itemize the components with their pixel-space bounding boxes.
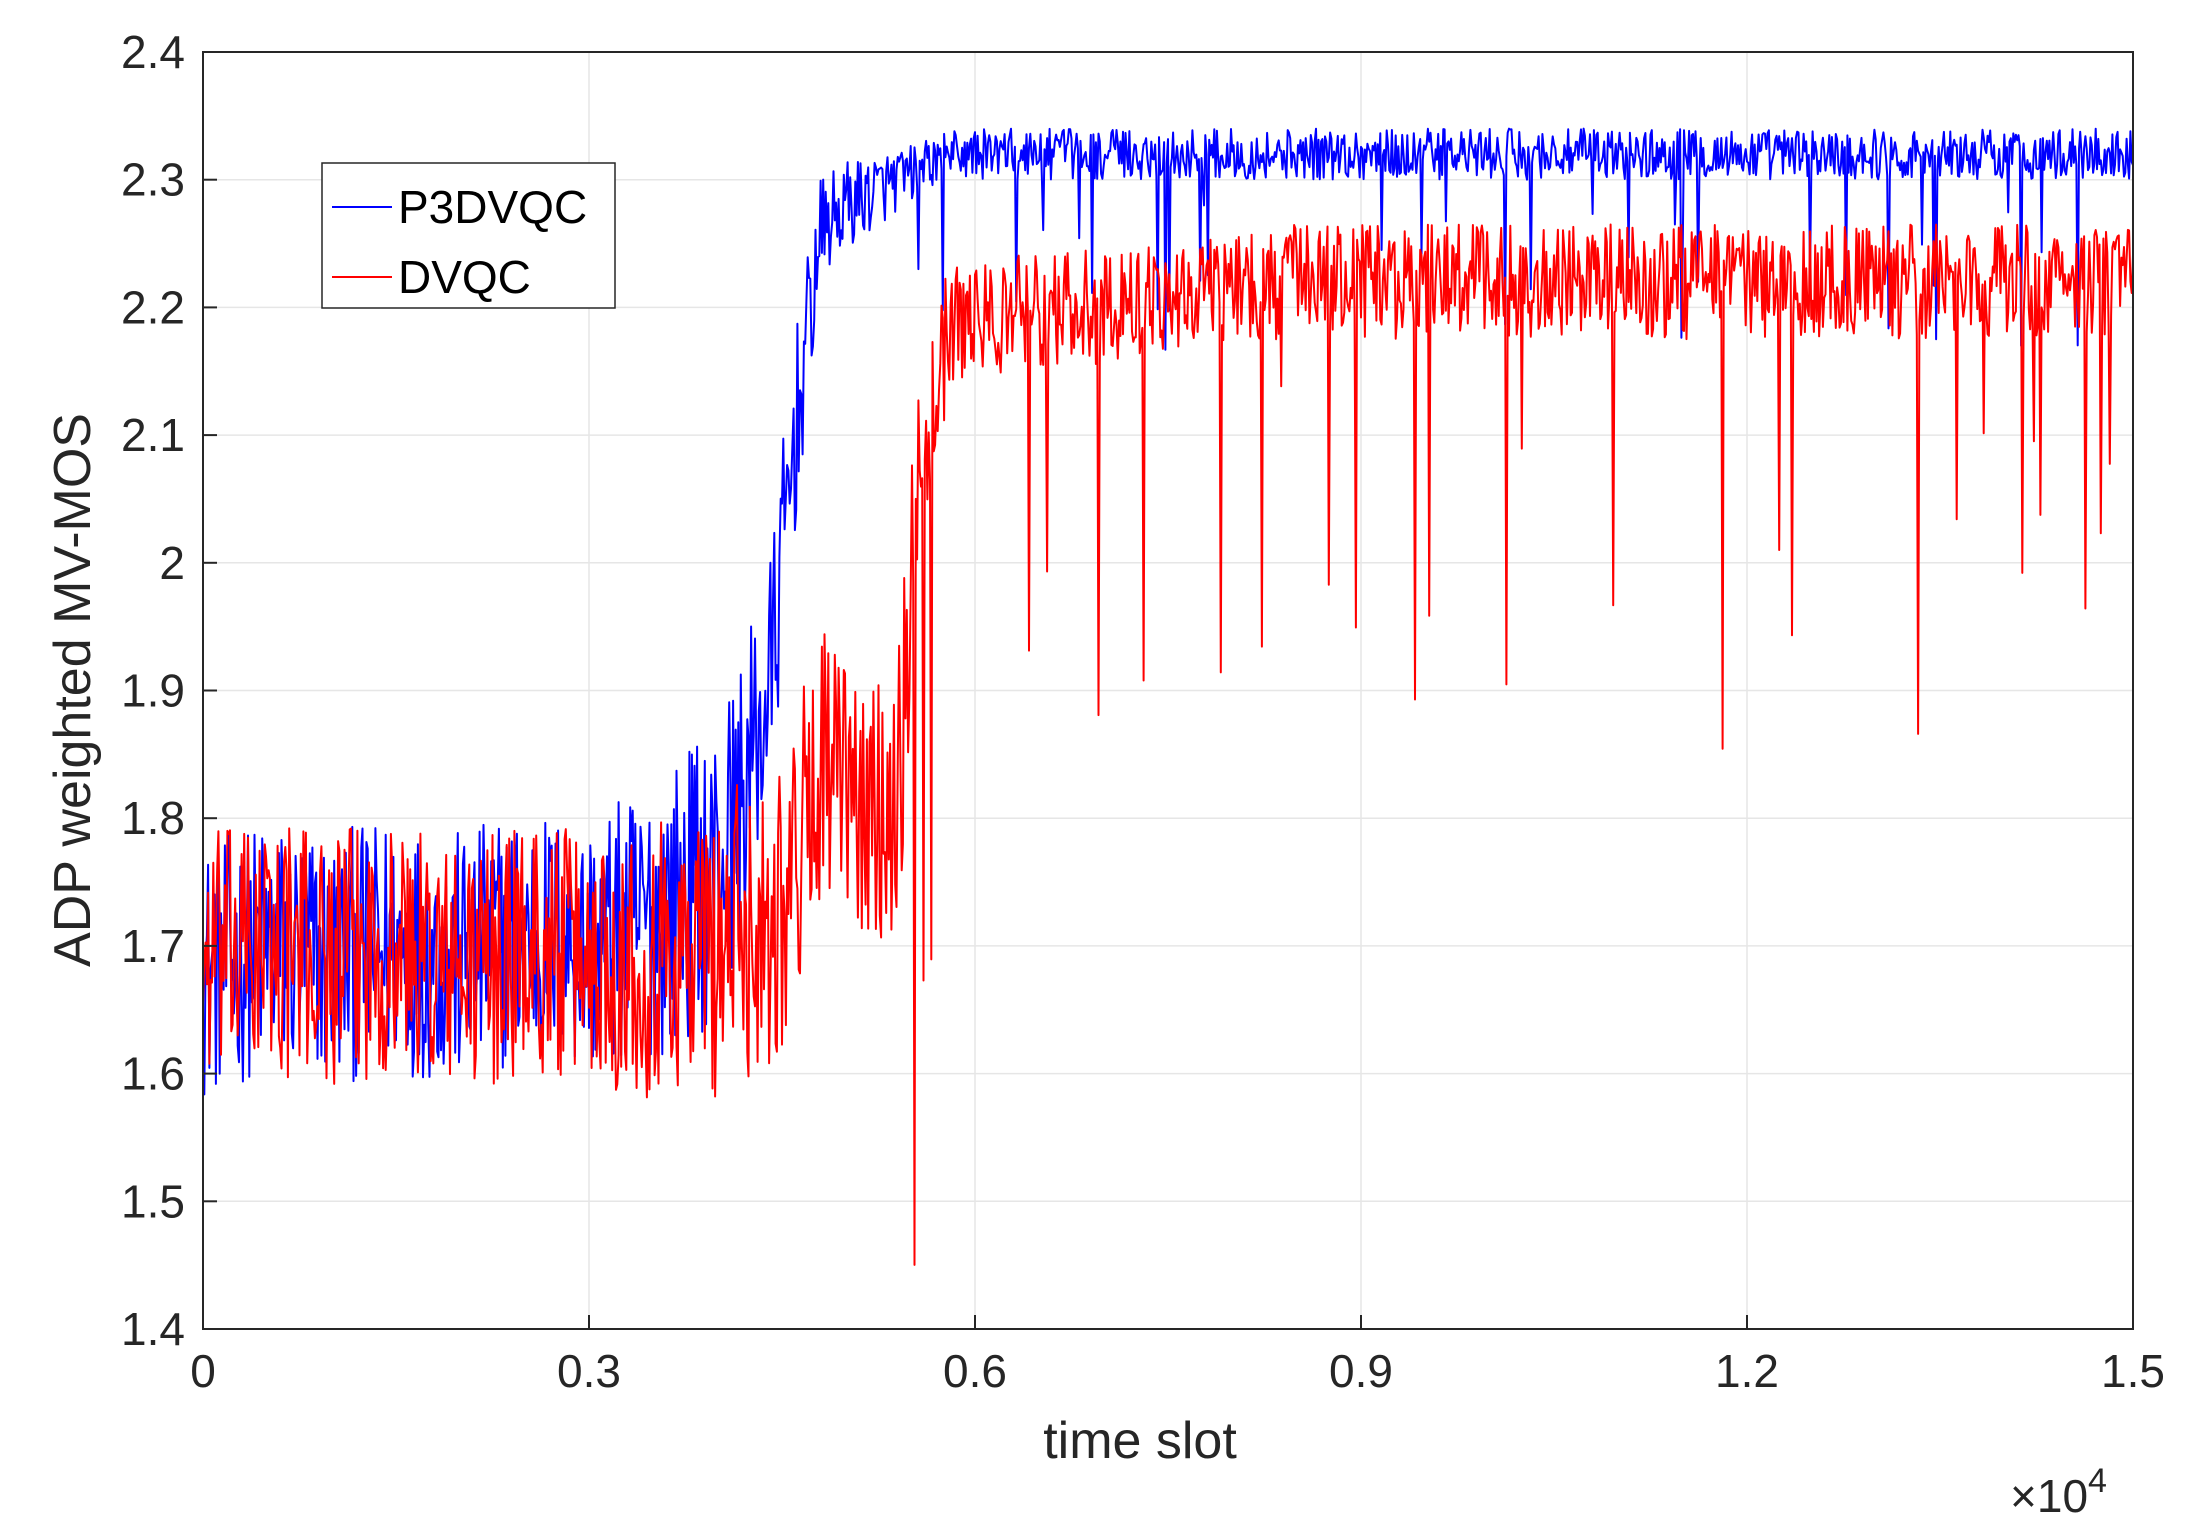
y-tick-label: 2.1: [121, 409, 185, 461]
axis-ticks: [202, 51, 2134, 1330]
y-tick-label: 1.8: [121, 792, 185, 844]
x-exponent-power: 4: [2088, 1462, 2107, 1500]
legend: P3DVQC DVQC: [321, 162, 616, 309]
x-tick-label: 0: [190, 1345, 216, 1397]
x-tick-label: 0.3: [557, 1345, 621, 1397]
y-tick-label: 1.6: [121, 1048, 185, 1100]
y-tick-label: 1.5: [121, 1175, 185, 1227]
x-tick-label: 1.2: [1715, 1345, 1779, 1397]
legend-label-dvqc: DVQC: [398, 251, 531, 303]
y-tick-label: 1.4: [121, 1303, 185, 1355]
y-tick-label: 2.3: [121, 154, 185, 206]
tick-labels: 0 0.3 0.6 0.9 1.2 1.5 1.4 1.5 1.6 1.7 1.8 1.9 2 2.1 2.…: [121, 26, 2165, 1397]
x-exponent-base: ×10: [2010, 1470, 2088, 1522]
legend-label-p3dvqc: P3DVQC: [398, 181, 587, 233]
x-exponent-label: ×104: [2010, 1462, 2107, 1522]
x-axis-title: time slot: [1043, 1412, 1237, 1470]
y-tick-label: 1.7: [121, 920, 185, 972]
series-line-dvqc: [202, 223, 2134, 1266]
series-layer: [202, 127, 2134, 1266]
x-tick-label: 0.6: [943, 1345, 1007, 1397]
legend-box: [321, 162, 616, 309]
y-axis-title: ADP weighted MV-MOS: [44, 413, 102, 967]
y-tick-label: 1.9: [121, 665, 185, 717]
y-tick-label: 2: [159, 537, 185, 589]
x-tick-label: 0.9: [1329, 1345, 1393, 1397]
y-tick-label: 2.2: [121, 281, 185, 333]
x-tick-label: 1.5: [2101, 1345, 2165, 1397]
y-tick-label: 2.4: [121, 26, 185, 78]
